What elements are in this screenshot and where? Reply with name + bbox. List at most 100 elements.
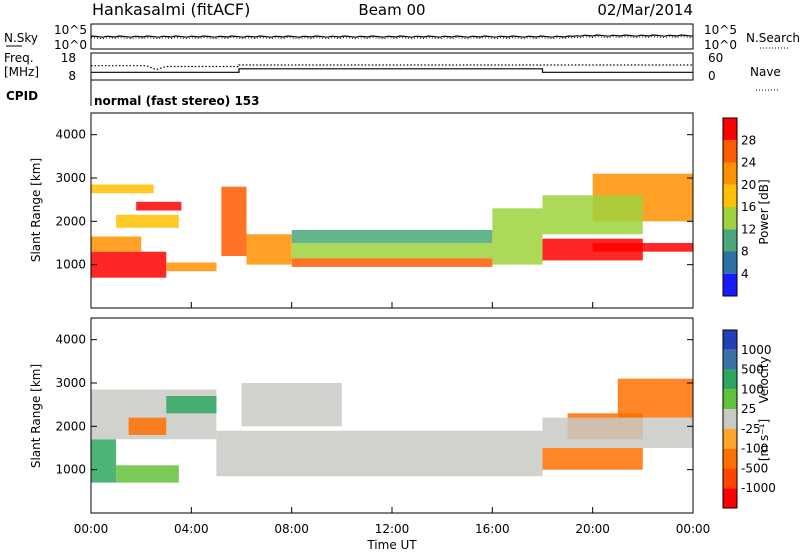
velocity-colorbar-frame — [722, 329, 738, 509]
velocity-colorbar-block-2 — [723, 369, 737, 390]
cpid-label: CPID — [6, 89, 38, 103]
noise-tick-left-bottom: 10^0 — [54, 38, 87, 52]
power-band-1 — [166, 262, 217, 272]
power-colorbar-block-3 — [723, 184, 737, 207]
nave-tick-bottom: 0 — [708, 69, 716, 83]
y-tick-label-0: 4000 — [55, 128, 86, 142]
y-tick-label-3: 1000 — [55, 463, 86, 477]
x-axis: 00:00 04:00 08:00 12:00 16:00 20:00 00:00 — [74, 302, 711, 536]
freq-label: Freq. — [4, 51, 34, 65]
y-tick-label-1: 3000 — [55, 171, 86, 185]
nsky-label: N.Sky — [4, 31, 38, 45]
nsearch-label: N.Search — [746, 31, 800, 45]
power-band-5 — [91, 184, 154, 194]
freq-tick-bottom: 8 — [68, 69, 76, 83]
x-tick-label-5: 20:00 — [575, 522, 610, 536]
power-colorbar-tick-4: 12 — [741, 222, 756, 236]
y-tick-label-2: 2000 — [55, 419, 86, 433]
power-colorbar-tick-6: 4 — [741, 267, 749, 281]
velocity-y-axis: 4000 3000 2000 1000 — [55, 333, 693, 477]
power-colorbar-block-5 — [723, 229, 737, 252]
velocity-colorbar-label: Velocity — [757, 356, 771, 403]
power-band-8 — [291, 258, 493, 267]
date-title: 02/Mar/2014 — [597, 1, 693, 19]
y-tick-label-2: 2000 — [55, 214, 86, 228]
velocity-band-7 — [542, 448, 643, 470]
nave-dotted-line — [91, 64, 693, 71]
velocity-band-0 — [91, 439, 117, 483]
velocity-colorbar-block-8 — [723, 488, 737, 508]
power-y-axis: 4000 3000 2000 1000 — [55, 128, 693, 272]
nave-tick-top: 60 — [708, 51, 723, 65]
y-tick-label-1: 3000 — [55, 376, 86, 390]
freq-line — [91, 68, 693, 73]
power-band-11 — [492, 208, 543, 265]
x-tick-label-3: 12:00 — [375, 522, 410, 536]
velocity-colorbar: 1000 500 100 25 -25 -100 -500 -1000 — [722, 329, 776, 509]
power-band-0 — [91, 251, 167, 278]
velocity-panel — [91, 378, 694, 483]
power-band-13 — [592, 243, 693, 252]
velocity-colorbar-block-0 — [723, 330, 737, 350]
velocity-colorbar-tick-6: -500 — [741, 461, 768, 475]
freq-tick-top: 18 — [61, 51, 76, 65]
power-band-15 — [542, 195, 643, 235]
velocity-colorbar-block-7 — [723, 468, 737, 489]
velocity-colorbar-tick-1: 500 — [741, 363, 764, 377]
noise-tick-right-bottom: 10^0 — [704, 38, 737, 52]
noise-tick-left-top: 10^5 — [54, 23, 87, 37]
velocity-colorbar-tick-2: 100 — [741, 382, 764, 396]
velocity-band-1 — [116, 465, 179, 483]
power-colorbar-block-6 — [723, 251, 737, 274]
power-band-7 — [246, 234, 292, 265]
power-colorbar-block-4 — [723, 207, 737, 230]
noise-search-line — [90, 35, 694, 40]
velocity-colorbar-tick-0: 1000 — [741, 343, 772, 357]
velocity-ylabel: Slant Range [km] — [29, 364, 43, 468]
power-band-6 — [221, 186, 247, 256]
freq-unit: [MHz] — [4, 65, 39, 79]
velocity-colorbar-tick-5: -100 — [741, 442, 768, 456]
x-tick-label-1: 04:00 — [174, 522, 209, 536]
velocity-colorbar-block-4 — [723, 409, 737, 429]
velocity-band-10 — [542, 417, 693, 448]
power-band-4 — [136, 201, 182, 211]
noise-sky-line — [90, 34, 694, 38]
velocity-band-3 — [128, 417, 167, 435]
y-tick-label-0: 4000 — [55, 333, 86, 347]
power-colorbar-frame — [722, 117, 738, 297]
velocity-colorbar-block-1 — [723, 349, 737, 370]
noise-tick-right-top: 10^5 — [704, 23, 737, 37]
x-tick-label-2: 08:00 — [274, 522, 309, 536]
x-tick-label-6: 00:00 — [676, 522, 711, 536]
velocity-colorbar-block-3 — [723, 389, 737, 410]
power-colorbar-tick-1: 24 — [741, 156, 756, 170]
velocity-band-9 — [617, 378, 694, 418]
x-axis-label: Time UT — [366, 538, 417, 552]
power-band-2 — [91, 236, 142, 252]
power-colorbar-block-0 — [723, 118, 737, 141]
station-title: Hankasalmi (fitACF) — [92, 0, 250, 19]
nave-label: Nave — [750, 65, 781, 79]
power-colorbar-tick-0: 28 — [741, 133, 756, 147]
power-ylabel: Slant Range [km] — [29, 158, 43, 262]
velocity-band-5 — [216, 430, 543, 477]
velocity-colorbar-tick-7: -1000 — [741, 481, 776, 495]
power-colorbar-label: Power [dB] — [757, 179, 771, 244]
y-tick-label-3: 1000 — [55, 258, 86, 272]
power-colorbar-block-1 — [723, 140, 737, 163]
power-colorbar-block-2 — [723, 162, 737, 185]
velocity-colorbar-tick-4: -25 — [741, 422, 761, 436]
power-band-10 — [291, 230, 493, 243]
cpid-text: normal (fast stereo) 153 — [94, 94, 260, 108]
power-band-9 — [291, 243, 493, 259]
velocity-colorbar-unit: [m s⁻¹] — [757, 419, 771, 461]
power-colorbar: 28 24 20 16 12 8 4 — [722, 117, 756, 297]
velocity-band-6 — [241, 383, 342, 427]
beam-title: Beam 00 — [358, 1, 425, 19]
velocity-band-4 — [166, 396, 217, 414]
velocity-colorbar-tick-3: 25 — [741, 402, 756, 416]
velocity-colorbar-block-5 — [723, 428, 737, 449]
freq-panel — [90, 52, 694, 81]
